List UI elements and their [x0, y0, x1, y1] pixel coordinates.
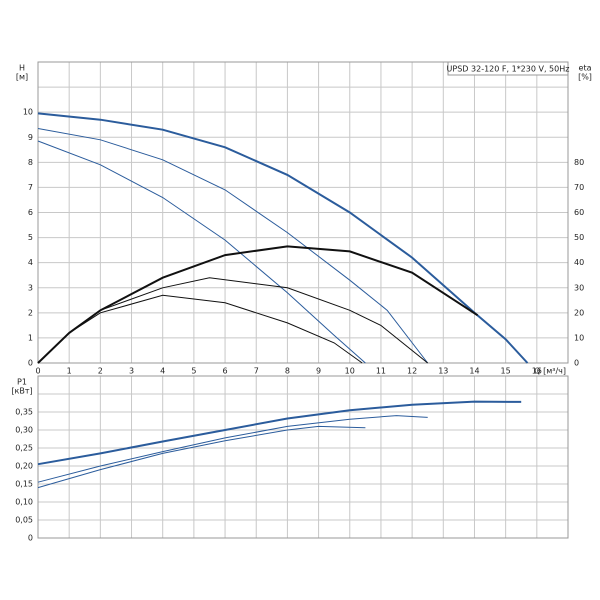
y-tick-label: 0,35 — [15, 408, 33, 417]
curve — [37, 425, 366, 489]
curve — [37, 140, 366, 364]
x-tick-label: 13 — [438, 367, 448, 376]
y-tick-label: 9 — [28, 133, 33, 142]
y2-tick-label: 50 — [574, 233, 584, 242]
y2-tick-label: 20 — [574, 308, 584, 317]
plot-frame — [37, 375, 569, 539]
curve — [37, 415, 428, 483]
y-tick-label: 7 — [28, 183, 33, 192]
y2-tick-label: 0 — [574, 359, 579, 368]
y-tick-label: 5 — [28, 233, 33, 242]
title-box — [447, 61, 569, 76]
curve — [37, 294, 363, 364]
y2-tick-label: 70 — [574, 183, 584, 192]
curve — [37, 400, 522, 466]
y2-tick-label: 30 — [574, 283, 584, 292]
x-tick-label: 12 — [407, 367, 417, 376]
x-tick-label: 3 — [129, 367, 134, 376]
x-tick-label: 7 — [254, 367, 259, 376]
y-tick-label: 0,15 — [15, 480, 33, 489]
y-axis-unit: [кВт] — [11, 387, 32, 396]
y-tick-label: 1 — [28, 333, 33, 342]
y-axis-unit: [м] — [16, 73, 28, 82]
curve — [37, 277, 429, 364]
y-tick-label: 0,25 — [15, 444, 33, 453]
x-tick-label: 5 — [191, 367, 196, 376]
x-tick-label: 15 — [501, 367, 511, 376]
y-tick-label: 0,20 — [15, 462, 33, 471]
y2-tick-label: 60 — [574, 208, 584, 217]
y-tick-label: 0,10 — [15, 498, 33, 507]
x-tick-label: 6 — [223, 367, 228, 376]
x-axis-label: Q [м³/ч] — [534, 367, 566, 376]
curve — [37, 128, 429, 364]
x-tick-label: 11 — [376, 367, 386, 376]
y-tick-label: 6 — [28, 208, 33, 217]
x-tick-label: 9 — [316, 367, 321, 376]
y-tick-label: 0,05 — [15, 516, 33, 525]
x-tick-label: 1 — [67, 367, 72, 376]
y2-axis-unit: [%] — [578, 73, 592, 82]
x-tick-label: 2 — [98, 367, 103, 376]
y-tick-label: 2 — [28, 308, 33, 317]
y-tick-label: 3 — [28, 283, 33, 292]
y-tick-label: 0 — [28, 359, 33, 368]
y-tick-label: 0,30 — [15, 426, 33, 435]
x-tick-label: 16 — [532, 367, 542, 376]
x-tick-label: 4 — [160, 367, 165, 376]
y2-axis-label: eta — [579, 64, 592, 73]
curve — [37, 112, 529, 364]
x-tick-label: 8 — [285, 367, 290, 376]
y-axis-label: P1 — [17, 378, 27, 387]
plot-frame — [37, 61, 569, 364]
y2-tick-label: 80 — [574, 158, 584, 167]
y-tick-label: 4 — [28, 258, 33, 267]
y2-tick-label: 40 — [574, 258, 584, 267]
y-tick-label: 10 — [23, 108, 33, 117]
y-tick-label: 0 — [28, 534, 33, 543]
x-tick-label: 0 — [35, 367, 40, 376]
y-axis-label: H — [19, 64, 25, 73]
x-tick-label: 14 — [469, 367, 479, 376]
y2-tick-label: 10 — [574, 333, 584, 342]
chart-title: UPSD 32-120 F, 1*230 V, 50Hz — [447, 65, 570, 74]
x-tick-label: 10 — [345, 367, 355, 376]
y-tick-label: 8 — [28, 158, 33, 167]
